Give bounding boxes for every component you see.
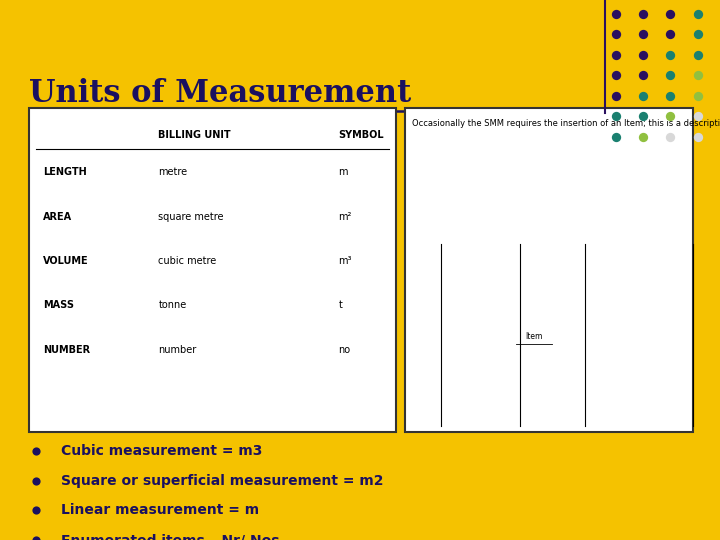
Point [692, 9, 703, 18]
Text: NUMBER: NUMBER [43, 345, 90, 355]
Text: square metre: square metre [158, 212, 224, 222]
Text: Cubic measurement = m3: Cubic measurement = m3 [61, 444, 263, 458]
Point [637, 30, 649, 38]
Point [30, 447, 42, 455]
Point [30, 506, 42, 515]
Point [637, 91, 649, 100]
Point [637, 132, 649, 141]
Point [610, 9, 621, 18]
Point [719, 112, 720, 120]
Text: LENGTH: LENGTH [43, 167, 87, 178]
Point [610, 30, 621, 38]
Point [637, 50, 649, 59]
Point [665, 91, 676, 100]
Point [610, 50, 621, 59]
Text: BILLING UNIT: BILLING UNIT [158, 130, 231, 140]
Text: metre: metre [158, 167, 187, 178]
Text: Linear measurement = m: Linear measurement = m [61, 503, 259, 517]
FancyBboxPatch shape [29, 108, 396, 432]
Text: m³: m³ [338, 256, 352, 266]
Point [610, 91, 621, 100]
Point [719, 91, 720, 100]
Point [719, 50, 720, 59]
Point [692, 112, 703, 120]
Point [610, 132, 621, 141]
Point [637, 112, 649, 120]
Text: MASS: MASS [43, 300, 74, 310]
Text: Occasionally the SMM requires the insertion of an Item; this is a description wi: Occasionally the SMM requires the insert… [412, 119, 720, 128]
Point [610, 112, 621, 120]
Point [719, 132, 720, 141]
Point [719, 71, 720, 79]
Point [692, 50, 703, 59]
Text: Square or superficial measurement = m2: Square or superficial measurement = m2 [61, 474, 384, 488]
Point [719, 30, 720, 38]
Point [610, 71, 621, 79]
Point [30, 536, 42, 540]
Text: VOLUME: VOLUME [43, 256, 89, 266]
Point [692, 71, 703, 79]
Point [665, 30, 676, 38]
Text: cubic metre: cubic metre [158, 256, 217, 266]
Text: AREA: AREA [43, 212, 72, 222]
Point [665, 71, 676, 79]
Point [637, 9, 649, 18]
Text: number: number [158, 345, 197, 355]
Text: Item: Item [526, 332, 543, 341]
Point [665, 132, 676, 141]
Point [665, 50, 676, 59]
Text: Units of Measurement: Units of Measurement [29, 78, 411, 109]
Point [30, 476, 42, 485]
Text: m: m [338, 167, 348, 178]
Text: tonne: tonne [158, 300, 186, 310]
Point [637, 71, 649, 79]
Point [665, 9, 676, 18]
Text: Enumerated items – Nr/ Nos.: Enumerated items – Nr/ Nos. [61, 533, 285, 540]
Text: no: no [338, 345, 351, 355]
Point [692, 30, 703, 38]
Text: m²: m² [338, 212, 352, 222]
FancyBboxPatch shape [405, 108, 693, 432]
Point [719, 9, 720, 18]
Point [665, 112, 676, 120]
Point [692, 132, 703, 141]
Text: t: t [338, 300, 342, 310]
Text: SYMBOL: SYMBOL [338, 130, 384, 140]
Point [692, 91, 703, 100]
